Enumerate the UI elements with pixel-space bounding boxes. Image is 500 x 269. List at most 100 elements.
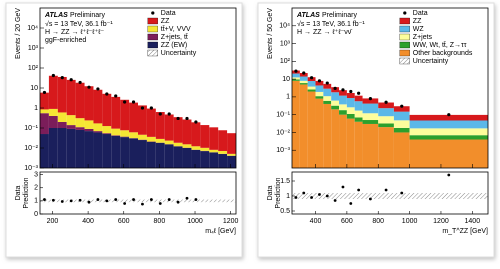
stack-segment xyxy=(102,94,111,126)
stack-segment xyxy=(218,151,227,154)
x-tick-label: 1200 xyxy=(223,218,239,225)
stack-segment xyxy=(67,80,76,115)
y-tick-label: 10⁻³ xyxy=(276,147,290,154)
legend-label: WZ xyxy=(413,26,425,33)
stack-segment xyxy=(339,96,347,105)
y-tick-label: 1 xyxy=(34,105,38,112)
legend-label: ZZ xyxy=(161,18,170,25)
x-tick-label: 1000 xyxy=(187,218,203,225)
stack-segment xyxy=(410,120,488,128)
stack-segment xyxy=(49,109,58,116)
data-point xyxy=(176,117,179,120)
ratio-point xyxy=(132,198,135,201)
atlas-label: ATLAS xyxy=(296,12,320,19)
stack-segment xyxy=(308,90,316,92)
stack-segment xyxy=(378,116,394,123)
stack-segment xyxy=(378,123,394,127)
ratio-point xyxy=(310,196,313,199)
ratio-point xyxy=(369,198,372,201)
legend-label: ZZ xyxy=(413,18,422,25)
stack-segment xyxy=(76,127,85,130)
stack-segment xyxy=(85,131,94,168)
data-point xyxy=(168,112,171,115)
y-tick-label: 10⁴ xyxy=(279,23,290,30)
stack-segment xyxy=(355,96,363,102)
ratio-point xyxy=(79,199,82,202)
ratio-point xyxy=(150,198,153,201)
stack-segment xyxy=(40,113,49,134)
annotation: ggF-enriched xyxy=(45,37,86,44)
stack-segment xyxy=(85,129,94,131)
x-tick-label: 800 xyxy=(154,218,166,225)
ratio-y-label: Prediction xyxy=(23,177,30,208)
stack-segment xyxy=(111,135,120,136)
y-axis-label: Events / 20 GeV xyxy=(15,8,22,59)
legend-label: WW, Wt, tt̄, Z→ττ xyxy=(413,41,467,49)
legend-swatch xyxy=(400,34,410,40)
x-tick-label: 1200 xyxy=(433,218,449,225)
x-tick-label: 600 xyxy=(118,218,130,225)
ratio-point xyxy=(70,199,73,202)
stack-segment xyxy=(138,135,147,140)
stack-segment xyxy=(120,130,129,136)
legend-label: Data xyxy=(161,10,176,17)
ratio-uncertainty-band xyxy=(292,193,488,199)
data-point xyxy=(341,88,344,91)
stack-segment xyxy=(410,128,488,135)
stack-segment xyxy=(183,148,192,168)
stack-segment xyxy=(355,111,363,118)
stack-segment xyxy=(308,81,316,87)
stack-segment xyxy=(300,84,308,168)
stack-segment xyxy=(316,85,324,91)
stack-segment xyxy=(316,99,324,168)
stack-segment xyxy=(129,132,138,138)
stack-segment xyxy=(323,96,331,101)
legend-label: Data xyxy=(413,10,428,17)
stack-segment xyxy=(49,76,58,109)
data-point xyxy=(61,76,64,79)
legend-marker xyxy=(403,11,406,14)
stack-segment xyxy=(339,104,347,110)
stack-segment xyxy=(183,144,192,147)
stack-segment xyxy=(410,140,488,168)
stack-segment xyxy=(93,132,102,168)
status-label: Preliminary xyxy=(322,12,358,19)
stack-segment xyxy=(85,86,94,120)
stack-segment xyxy=(300,77,308,81)
data-point xyxy=(159,112,162,115)
data-point xyxy=(349,90,352,93)
stack-segment xyxy=(102,134,111,168)
data-point xyxy=(96,87,99,90)
y-axis-label: Events / 50 GeV xyxy=(267,8,274,59)
x-tick-label: 600 xyxy=(341,218,353,225)
stack-segment xyxy=(218,130,227,151)
stack-segment xyxy=(111,97,120,129)
stack-segment xyxy=(227,133,236,154)
stack-segment xyxy=(138,105,147,134)
status-label: Preliminary xyxy=(70,12,106,19)
stack-segment xyxy=(120,137,129,168)
ratio-point xyxy=(43,198,46,201)
stack-segment xyxy=(129,103,138,133)
data-point xyxy=(78,81,81,84)
ratio-y-tick-label: 1 xyxy=(34,198,38,205)
stack-segment xyxy=(355,117,363,121)
stack-segment xyxy=(67,115,76,125)
ratio-point xyxy=(159,202,162,205)
stack-segment xyxy=(355,101,363,110)
ratio-y-label: Prediction xyxy=(275,177,282,208)
stack-segment xyxy=(316,96,324,98)
stack-segment xyxy=(331,106,339,110)
y-tick-label: 10² xyxy=(28,65,39,72)
stack-segment xyxy=(93,123,102,131)
stack-segment xyxy=(200,148,209,151)
stack-segment xyxy=(316,92,324,96)
stack-segment xyxy=(147,137,156,142)
ratio-y-tick-label: 2 xyxy=(34,185,38,192)
legend-swatch xyxy=(400,26,410,32)
stack-segment xyxy=(165,144,174,168)
legend-swatch xyxy=(400,58,410,64)
ratio-point xyxy=(105,199,108,202)
stack-segment xyxy=(218,154,227,168)
